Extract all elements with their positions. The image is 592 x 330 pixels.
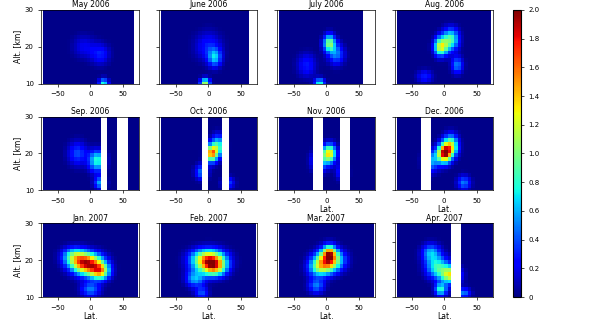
Title: Jan. 2007: Jan. 2007 xyxy=(72,214,108,223)
Y-axis label: Alt. [km]: Alt. [km] xyxy=(13,137,22,170)
Y-axis label: Alt. [km]: Alt. [km] xyxy=(13,30,22,63)
X-axis label: Lat.: Lat. xyxy=(319,312,333,321)
Title: Apr. 2007: Apr. 2007 xyxy=(426,214,462,223)
Title: Feb. 2007: Feb. 2007 xyxy=(189,214,227,223)
Title: July 2006: July 2006 xyxy=(308,0,344,9)
Title: June 2006: June 2006 xyxy=(189,0,227,9)
Title: Sep. 2006: Sep. 2006 xyxy=(71,107,110,116)
Title: May 2006: May 2006 xyxy=(72,0,109,9)
Title: Dec. 2006: Dec. 2006 xyxy=(425,107,464,116)
Title: Aug. 2006: Aug. 2006 xyxy=(424,0,464,9)
Title: Mar. 2007: Mar. 2007 xyxy=(307,214,345,223)
Title: Oct. 2006: Oct. 2006 xyxy=(189,107,227,116)
Y-axis label: Alt. [km]: Alt. [km] xyxy=(13,244,22,277)
X-axis label: Lat.: Lat. xyxy=(201,312,215,321)
Text: $\times$ 10$^{-5}$: $\times$ 10$^{-5}$ xyxy=(504,0,530,4)
X-axis label: Lat.: Lat. xyxy=(437,205,452,214)
X-axis label: Lat.: Lat. xyxy=(83,312,98,321)
X-axis label: Lat.: Lat. xyxy=(319,205,333,214)
X-axis label: Lat.: Lat. xyxy=(437,312,452,321)
Title: Nov. 2006: Nov. 2006 xyxy=(307,107,346,116)
